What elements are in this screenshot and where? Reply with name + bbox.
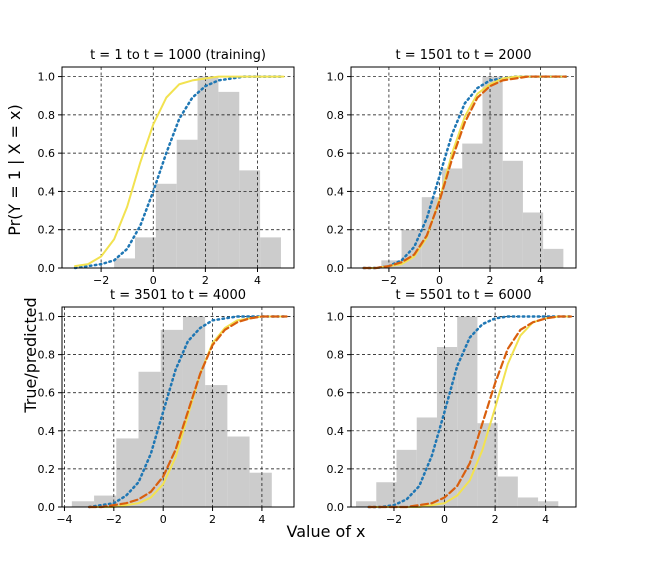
histogram-bar [138, 371, 161, 507]
histogram-bar [239, 170, 261, 268]
histogram-bar [227, 436, 250, 507]
y-tick-label: 0.2 [38, 224, 56, 237]
y-tick-label: 0.8 [327, 349, 345, 362]
histogram-bar [155, 183, 177, 268]
curve-dotted-blue [87, 315, 288, 509]
histogram-bar [160, 329, 183, 507]
histogram-bar [94, 495, 117, 507]
panel-3: −4 −2 0 2 4 0.0 0.2 0.4 0.6 0.8 1.0 t = 3501 to t =… [38, 288, 295, 526]
histogram-bar [502, 160, 523, 268]
x-tick-label: 2 [492, 513, 499, 526]
histogram-bar [416, 417, 437, 507]
histogram-bar [381, 260, 402, 268]
x-tick-label: 4 [258, 513, 265, 526]
histogram-bar [205, 385, 228, 507]
curve-dotted-blue [367, 315, 573, 509]
histogram-bar [134, 237, 156, 268]
curve-dashed-orange [88, 315, 288, 509]
panel-title: t = 5501 to t = 6000 [396, 288, 532, 303]
y-tick-label: 1.0 [38, 71, 56, 84]
plot-frame [350, 306, 577, 508]
x-tick-label: 0 [160, 513, 167, 526]
histogram-bar [522, 212, 544, 268]
y-tick-label: 1.0 [327, 311, 345, 324]
y-tick-label: 0.8 [327, 109, 345, 122]
plot-frame [350, 66, 577, 269]
histogram-bar [442, 168, 463, 268]
panel-1: −2 0 2 4 0.0 0.2 0.4 0.6 0.8 1.0 t = 1 to t = 1000… [38, 48, 295, 287]
panel-title: t = 1501 to t = 2000 [396, 48, 532, 63]
y-tick-label: 0.4 [327, 185, 345, 198]
x-tick-label: −2 [381, 274, 397, 287]
histogram-bar [249, 472, 272, 507]
y-tick-label: 0.8 [38, 109, 56, 122]
y-tick-label: 0.0 [327, 262, 345, 275]
histogram-bar [543, 248, 564, 268]
histogram-bar [517, 497, 539, 507]
x-tick-label: 2 [487, 274, 494, 287]
histogram-bar [176, 139, 198, 268]
y-tick-label: 0.0 [38, 501, 56, 514]
x-tick-label: 0 [441, 513, 448, 526]
histogram-bar [182, 316, 206, 507]
y-tick-label: 1.0 [38, 311, 56, 324]
histogram-bar [396, 449, 417, 507]
histogram-bar [356, 501, 377, 507]
histogram-bar [482, 76, 503, 268]
panel-2: −2 0 2 4 0.0 0.2 0.4 0.6 0.8 1.0 t = 1501 to t = 2… [327, 48, 577, 287]
histogram-bar [71, 501, 95, 507]
panel-title: t = 1 to t = 1000 (training) [90, 48, 266, 63]
curve-dashed-orange [362, 75, 567, 270]
y-tick-label: 0.0 [327, 501, 345, 514]
histogram-bar [197, 76, 219, 268]
x-tick-label: −2 [106, 513, 122, 526]
panel-title: t = 3501 to t = 4000 [110, 288, 246, 303]
x-tick-label: −4 [56, 513, 72, 526]
y-tick-label: 0.0 [38, 262, 56, 275]
y-tick-label: 0.6 [327, 147, 345, 160]
y-tick-label: 1.0 [327, 71, 345, 84]
x-tick-label: 2 [202, 274, 209, 287]
plot-frame [61, 66, 295, 269]
y-tick-label: 0.6 [327, 387, 345, 400]
histogram-bar [218, 91, 240, 268]
histogram-bar [376, 482, 397, 507]
y-tick-label: 0.2 [38, 463, 56, 476]
x-axis-label: Value of x [287, 522, 366, 541]
histogram-bar [116, 438, 139, 507]
x-tick-label: 4 [254, 274, 261, 287]
y-tick-label: 0.4 [38, 185, 56, 198]
y-tick-label: 0.8 [38, 349, 56, 362]
y-axis-label-top: Pr(Y = 1 | X = x) [5, 104, 24, 236]
x-tick-label: 4 [537, 274, 544, 287]
histogram-bar [462, 143, 483, 268]
curve-solid-yellow [74, 75, 285, 268]
x-tick-label: 2 [209, 513, 216, 526]
x-tick-label: 0 [150, 274, 157, 287]
x-tick-label: −2 [386, 513, 402, 526]
y-axis-label-bottom: True/predicted [21, 297, 40, 413]
histogram-bar [114, 258, 135, 268]
histogram-bar [497, 476, 518, 507]
histogram-bar [477, 423, 498, 507]
histogram-bar [538, 501, 559, 507]
panel-4: −2 0 2 4 0.0 0.2 0.4 0.6 0.8 1.0 t = 5501 to t = 6… [327, 288, 577, 526]
histogram-bar [260, 237, 281, 268]
histogram-bar [457, 316, 478, 507]
histogram-bar [421, 197, 443, 268]
y-tick-label: 0.4 [327, 425, 345, 438]
y-tick-label: 0.4 [38, 425, 56, 438]
x-tick-label: 4 [542, 513, 549, 526]
y-tick-label: 0.2 [327, 463, 345, 476]
y-tick-label: 0.2 [327, 224, 345, 237]
y-tick-label: 0.6 [38, 147, 56, 160]
plot-frame [61, 306, 295, 508]
x-tick-label: −2 [93, 274, 109, 287]
y-tick-label: 0.6 [38, 387, 56, 400]
x-tick-label: 0 [436, 274, 443, 287]
